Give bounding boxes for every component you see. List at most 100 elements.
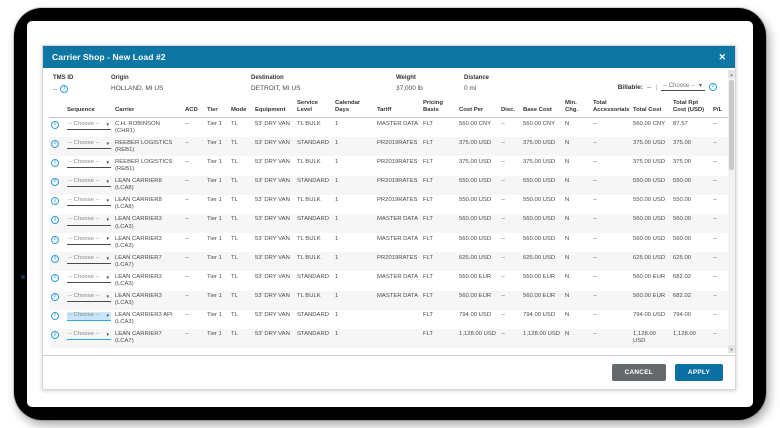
cell-tariff: PR2019RATES — [377, 158, 418, 165]
cell-pricing_basis: FLT — [423, 216, 434, 223]
summary-band: TMS ID -- i Origin HOLLAND, MI US Destin… — [43, 68, 727, 99]
cell-total_acc: -- — [593, 235, 597, 242]
billable-value: -- — [646, 83, 652, 91]
sequence-dropdown[interactable]: -- Choose -- ▼ — [67, 312, 111, 322]
cell-pricing_basis: FLT — [423, 197, 434, 204]
sequence-dropdown[interactable]: -- Choose -- ▼ — [67, 178, 111, 188]
cell-cost_per: 560.00 USD — [459, 216, 492, 223]
chevron-down-icon: ▼ — [105, 236, 110, 242]
field-value: HOLLAND, MI US — [111, 85, 164, 92]
cell-cost_per: 560.00 EUR — [459, 293, 492, 300]
cell-acd: -- — [185, 178, 189, 185]
cell-total_acc: -- — [593, 197, 597, 204]
sequence-dropdown[interactable]: -- Choose -- ▼ — [67, 140, 111, 149]
cell-base_cost: 560.00 EUR — [523, 273, 556, 280]
cell-pricing_basis: FLT — [423, 139, 434, 146]
carrier-shop-dialog: Carrier Shop - New Load #2 ✕ TMS ID -- i… — [42, 45, 736, 390]
sequence-dropdown[interactable]: -- Choose -- ▼ — [67, 274, 111, 283]
sequence-dropdown[interactable]: -- Choose -- ▼ — [67, 255, 111, 264]
info-icon[interactable]: i — [51, 331, 59, 340]
cell-tariff: MASTER DATA — [377, 273, 419, 280]
cell-acd: -- — [185, 139, 189, 146]
info-icon[interactable]: i — [51, 178, 59, 187]
cell-min_chg: N — [565, 254, 570, 261]
table-row: i -- Choose -- ▼ REEBER LOGISTICS (REB1) -- Ti… — [49, 156, 735, 175]
billable-dropdown[interactable]: -- Choose -- ▼ — [661, 83, 705, 91]
sequence-dropdown[interactable]: -- Choose -- ▼ — [67, 159, 111, 169]
cell-equipment: 53' DRY VAN — [255, 178, 290, 185]
cell-service_level: STANDARD — [297, 273, 329, 280]
info-icon[interactable]: i — [51, 120, 59, 129]
info-icon[interactable]: i — [51, 158, 59, 167]
cell-sequence: -- Choose -- ▼ — [65, 271, 113, 290]
cell-tariff: PR2019RATES — [377, 254, 418, 261]
cell-min_chg: N — [565, 273, 570, 280]
info-icon[interactable]: i — [51, 273, 59, 282]
vertical-scrollbar[interactable]: ▲ ▼ — [728, 70, 735, 353]
cell-disc: -- — [501, 178, 505, 185]
cell-disc: -- — [501, 216, 505, 223]
info-icon[interactable]: i — [51, 293, 59, 302]
cell-pricing_basis: FLT — [423, 254, 434, 261]
cell-pl: -- — [713, 331, 717, 338]
sequence-dropdown[interactable]: -- Choose -- ▼ — [67, 216, 111, 226]
info-icon[interactable]: i — [51, 139, 59, 148]
cell-cost_per: 550.00 USD — [459, 178, 492, 185]
cell-base_cost: 560.00 USD — [523, 235, 556, 242]
cell-mode: TL — [231, 235, 238, 242]
cell-pl: -- — [713, 216, 717, 223]
sequence-dropdown-value: -- Choose -- — [68, 139, 100, 146]
cell-base_cost: 1,128.00 USD — [523, 331, 561, 338]
cell-total_rpt: 560.00 — [673, 216, 692, 223]
cell-tariff: MASTER DATA — [377, 235, 419, 242]
cell-equipment: 53' DRY VAN — [255, 120, 290, 127]
cell-base_cost: 794.00 USD — [523, 312, 556, 319]
cell-acd: -- — [185, 293, 189, 300]
dialog-titlebar: Carrier Shop - New Load #2 ✕ — [43, 46, 735, 68]
sequence-dropdown[interactable]: -- Choose -- ▼ — [67, 121, 111, 130]
sequence-dropdown[interactable]: -- Choose -- ▼ — [67, 331, 111, 341]
cell-info: i — [49, 233, 65, 252]
sequence-dropdown[interactable]: -- Choose -- ▼ — [67, 197, 111, 207]
info-icon[interactable]: i — [51, 235, 59, 244]
cancel-button[interactable]: CANCEL — [611, 364, 666, 381]
cell-sequence: -- Choose -- ▼ — [65, 310, 113, 329]
field-weight: Weight 37,000 lb — [396, 75, 464, 92]
info-icon[interactable]: i — [51, 254, 59, 263]
cell-service_level: STANDARD — [297, 312, 329, 319]
cell-base_cost: 560.00 CNY — [523, 120, 556, 127]
scrollbar-thumb[interactable] — [729, 80, 734, 170]
cell-base_cost: 625.00 USD — [523, 254, 556, 261]
chevron-down-icon: ▼ — [105, 313, 110, 319]
cell-total_cost: 1,128.00 USD — [633, 331, 656, 345]
cell-mode: TL — [231, 178, 238, 185]
cell-info: i — [49, 195, 65, 214]
info-icon[interactable]: i — [51, 312, 59, 321]
info-icon[interactable]: i — [60, 85, 69, 93]
cell-tariff: MASTER DATA — [377, 293, 419, 300]
info-icon[interactable]: i — [51, 197, 59, 206]
cell-base_cost: 560.00 USD — [523, 216, 556, 223]
scroll-down-icon[interactable]: ▼ — [728, 345, 735, 353]
chevron-down-icon: ▼ — [105, 121, 110, 127]
cell-pl: -- — [713, 197, 717, 204]
sequence-dropdown[interactable]: -- Choose -- ▼ — [67, 236, 111, 245]
apply-button[interactable]: APPLY — [674, 364, 723, 381]
sequence-dropdown[interactable]: -- Choose -- ▼ — [67, 293, 111, 303]
cell-mode: TL — [231, 273, 238, 280]
info-icon[interactable]: i — [51, 216, 59, 225]
info-icon[interactable]: i — [709, 83, 717, 91]
cell-acd: -- — [185, 331, 189, 338]
column-header-info — [49, 99, 65, 119]
cell-pl: -- — [713, 254, 717, 261]
cell-tariff: PR2019RATES — [377, 139, 418, 146]
cell-min_chg: N — [565, 139, 570, 146]
column-header-base_cost: Base Cost — [521, 99, 563, 119]
column-header-disc: Disc. — [499, 99, 521, 119]
cell-info: i — [49, 310, 65, 329]
chevron-down-icon: ▼ — [105, 274, 110, 280]
close-icon[interactable]: ✕ — [718, 51, 726, 62]
scroll-up-icon[interactable]: ▲ — [728, 70, 735, 78]
carrier-name: LEAN CARRIER3 — [115, 293, 162, 300]
sequence-dropdown-value: -- Choose -- — [68, 216, 100, 223]
